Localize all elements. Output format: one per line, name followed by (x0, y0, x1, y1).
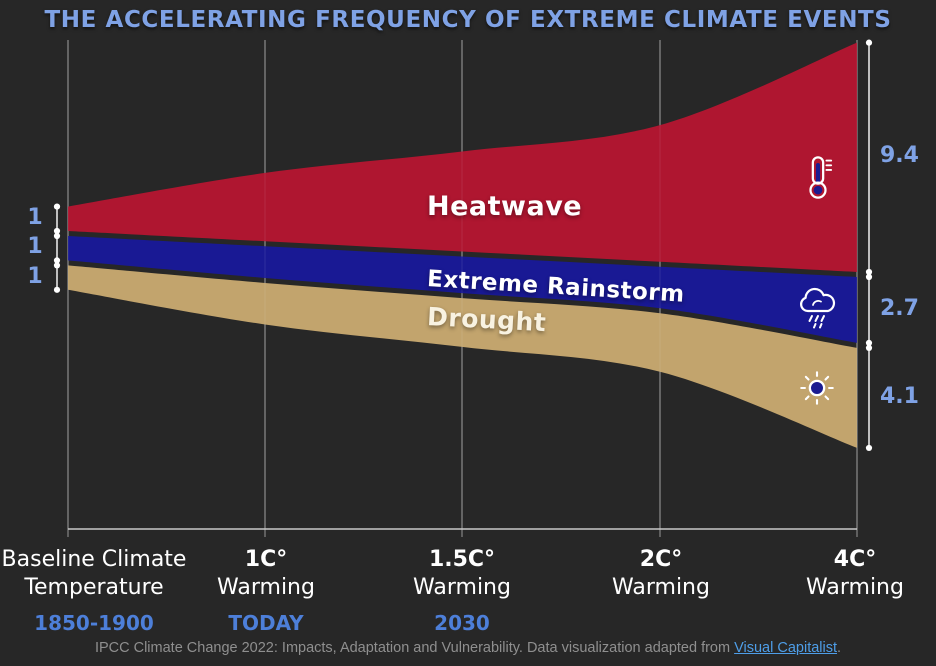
x-tick-label: 1C° (244, 547, 288, 572)
x-tick-label: Warming (217, 575, 315, 600)
source-note: IPCC Climate Change 2022: Impacts, Adapt… (0, 640, 936, 656)
x-tick-sublabel: 1850-1900 (34, 611, 154, 635)
projected-multiplier-drought: 4.1 (880, 383, 919, 409)
x-tick-label: Warming (413, 575, 511, 600)
x-tick-baseline: Baseline Climate Temperature 1850-1900 (2, 546, 187, 637)
projected-multiplier-heatwave: 9.4 (880, 143, 919, 169)
x-tick-sublabel (612, 609, 710, 631)
source-text: IPCC Climate Change 2022: Impacts, Adapt… (94, 640, 735, 656)
baseline-multiplier-rainstorm: 1 (27, 234, 43, 260)
sun-icon (796, 367, 838, 409)
thermometer-icon (803, 152, 833, 202)
rain-cloud-icon (795, 284, 839, 330)
x-tick-4c: 4C° Warming (806, 546, 904, 631)
heatwave-band-label: Heatwave (427, 191, 583, 222)
x-tick-1-5c: 1.5C° Warming 2030 (413, 546, 511, 637)
x-tick-label: Warming (612, 575, 710, 600)
x-tick-sublabel: 2030 (434, 611, 490, 635)
x-tick-sublabel (806, 609, 904, 631)
source-text-period: . (837, 640, 842, 656)
x-tick-label: 1.5C° (428, 547, 496, 572)
x-tick-label: Warming (806, 575, 904, 600)
baseline-multiplier-heatwave: 1 (27, 204, 43, 230)
x-tick-1c: 1C° Warming TODAY (217, 546, 315, 637)
visual-capitalist-link[interactable]: Visual Capitalist (734, 640, 838, 656)
x-tick-2c: 2C° Warming (612, 546, 710, 631)
x-tick-sublabel: TODAY (228, 611, 304, 635)
x-tick-label: 4C° (833, 547, 877, 572)
x-tick-label: Temperature (24, 575, 164, 600)
drought-band-label: Drought (426, 302, 548, 338)
x-tick-label: Baseline Climate (1, 547, 187, 572)
baseline-multiplier-drought: 1 (27, 263, 43, 289)
projected-multiplier-rainstorm: 2.7 (880, 295, 919, 321)
x-tick-label: 2C° (639, 547, 683, 572)
page-title: THE ACCELERATING FREQUENCY OF EXTREME CL… (44, 7, 892, 33)
